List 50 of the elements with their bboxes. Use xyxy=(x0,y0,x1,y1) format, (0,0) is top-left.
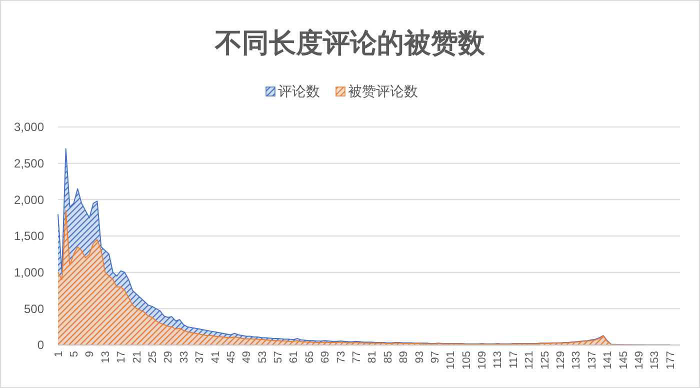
legend-label: 评论数 xyxy=(278,83,320,99)
x-tick-label: 109 xyxy=(476,351,489,370)
x-tick-label: 125 xyxy=(539,351,552,370)
legend-label: 被赞评论数 xyxy=(348,83,418,99)
x-tick-label: 73 xyxy=(335,351,348,364)
y-tick-label: 2,000 xyxy=(14,192,44,207)
x-tick-label: 101 xyxy=(445,351,458,370)
x-tick-label: 53 xyxy=(256,351,269,364)
x-tick-label: 5 xyxy=(68,351,81,358)
x-tick-label: 25 xyxy=(147,351,160,364)
x-tick-label: 133 xyxy=(570,351,583,370)
x-tick-label: 113 xyxy=(492,351,504,369)
x-tick-label: 33 xyxy=(178,351,190,364)
x-tick-label: 69 xyxy=(320,351,332,364)
x-tick-label: 21 xyxy=(131,351,144,364)
x-tick-label: 117 xyxy=(508,351,520,369)
x-tick-label: 145 xyxy=(618,351,630,370)
x-tick-label: 97 xyxy=(429,351,442,364)
x-tick-label: 141 xyxy=(602,351,614,370)
y-tick-label: 2,500 xyxy=(14,156,44,171)
y-tick-label: 1,000 xyxy=(14,266,44,280)
x-tick-label: 13 xyxy=(100,351,112,364)
x-tick-label: 49 xyxy=(241,351,254,364)
y-tick-label: 3,000 xyxy=(14,120,44,134)
x-tick-label: 177 xyxy=(664,351,677,370)
x-tick-label: 81 xyxy=(366,351,379,364)
x-tick-label: 65 xyxy=(304,351,316,364)
x-tick-label: 61 xyxy=(288,351,300,364)
x-tick-label: 121 xyxy=(524,351,536,370)
chart-title: 不同长度评论的被赞数 xyxy=(214,28,486,58)
x-tick-label: 153 xyxy=(649,351,662,370)
x-tick-label: 149 xyxy=(633,351,646,370)
y-tick-label: 0 xyxy=(37,338,44,352)
x-tick-label: 129 xyxy=(555,351,568,370)
y-tick-label: 500 xyxy=(24,302,44,316)
x-tick-label: 17 xyxy=(116,351,128,364)
x-tick-label: 57 xyxy=(272,351,285,364)
x-tick-label: 85 xyxy=(382,351,394,364)
x-tick-label: 37 xyxy=(194,351,206,364)
x-tick-label: 105 xyxy=(460,351,473,370)
x-tick-label: 45 xyxy=(225,351,238,364)
x-tick-label: 29 xyxy=(162,351,175,364)
x-tick-label: 9 xyxy=(84,351,96,358)
x-tick-label: 137 xyxy=(586,351,598,370)
x-tick-label: 1 xyxy=(52,351,65,358)
y-tick-label: 1,500 xyxy=(14,229,44,244)
x-tick-label: 93 xyxy=(414,351,426,364)
x-tick-label: 77 xyxy=(351,351,364,364)
x-tick-label: 41 xyxy=(210,351,222,364)
x-tick-label: 89 xyxy=(398,351,410,364)
